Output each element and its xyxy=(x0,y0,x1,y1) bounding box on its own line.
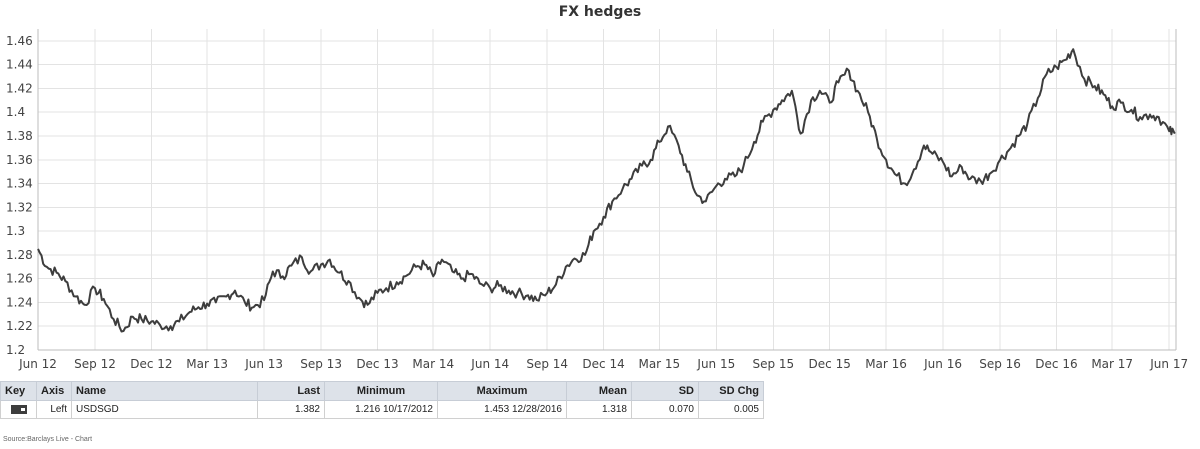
x-tick-label: Mar 15 xyxy=(638,357,680,371)
y-axis-tick-labels: 1.2 1.22 1.24 1.26 1.28 1.3 1.32 1.34 1.36 1.38 1.… xyxy=(6,34,33,357)
x-tick-label: Sep 14 xyxy=(526,357,568,371)
y-tick-label: 1.24 xyxy=(6,295,33,309)
header-axis: Axis xyxy=(36,381,72,401)
x-tick-label: Jun 17 xyxy=(1149,357,1188,371)
y-tick-label: 1.22 xyxy=(6,319,33,333)
x-tick-label: Jun 12 xyxy=(18,357,57,371)
x-tick-label: Dec 13 xyxy=(356,357,398,371)
cell-axis: Left xyxy=(36,400,72,419)
header-sd-chg: SD Chg xyxy=(698,381,764,401)
series-key-swatch xyxy=(0,400,37,419)
source-note: Source:Barclays Live - Chart xyxy=(3,436,93,443)
y-tick-label: 1.26 xyxy=(6,272,33,286)
y-tick-label: 1.32 xyxy=(6,200,33,214)
cell-last: 1.382 xyxy=(257,400,325,419)
x-tick-label: Mar 14 xyxy=(412,357,454,371)
x-tick-label: Mar 16 xyxy=(865,357,907,371)
x-tick-label: Mar 13 xyxy=(186,357,228,371)
x-tick-label: Jun 14 xyxy=(470,357,509,371)
cell-minimum: 1.216 10/17/2012 xyxy=(324,400,438,419)
cell-sd-chg: 0.005 xyxy=(698,400,764,419)
y-tick-label: 1.44 xyxy=(6,58,33,72)
table-row: Left USDSGD 1.382 1.216 10/17/2012 1.453… xyxy=(0,400,764,419)
statistics-header-row: Key Axis Name Last Minimum Maximum Mean … xyxy=(0,381,764,401)
y-tick-label: 1.38 xyxy=(6,129,33,143)
chart-title: FX hedges xyxy=(559,4,642,20)
x-tick-label: Dec 14 xyxy=(582,357,624,371)
y-tick-label: 1.4 xyxy=(6,105,25,119)
y-tick-label: 1.28 xyxy=(6,248,33,262)
y-tick-label: 1.34 xyxy=(6,177,33,191)
header-maximum: Maximum xyxy=(437,381,567,401)
y-tick-label: 1.46 xyxy=(6,34,33,48)
x-tick-label: Jun 16 xyxy=(923,357,962,371)
cell-sd: 0.070 xyxy=(631,400,699,419)
cell-name: USDSGD xyxy=(71,400,258,419)
cell-maximum: 1.453 12/28/2016 xyxy=(437,400,567,419)
header-minimum: Minimum xyxy=(324,381,438,401)
y-tick-label: 1.3 xyxy=(6,224,25,238)
fx-hedges-chart: FX hedges 1.2 1.22 1.24 1.26 1.28 1.3 1.32 1.34… xyxy=(6,4,1188,371)
x-tick-label: Sep 16 xyxy=(979,357,1021,371)
y-tick-label: 1.36 xyxy=(6,153,33,167)
y-tick-label: 1.42 xyxy=(6,81,33,95)
statistics-table: Key Axis Name Last Minimum Maximum Mean … xyxy=(0,381,764,419)
header-name: Name xyxy=(71,381,258,401)
x-tick-label: Jun 13 xyxy=(244,357,283,371)
x-axis-tick-labels: Jun 12 Sep 12 Dec 12 Mar 13 Jun 13 Sep 13 Dec … xyxy=(18,357,1188,371)
x-tick-label: Dec 15 xyxy=(809,357,851,371)
x-tick-label: Sep 12 xyxy=(74,357,116,371)
x-tick-label: Dec 12 xyxy=(130,357,172,371)
x-tick-label: Mar 17 xyxy=(1091,357,1133,371)
header-last: Last xyxy=(257,381,325,401)
header-mean: Mean xyxy=(566,381,632,401)
x-tick-label: Dec 16 xyxy=(1035,357,1077,371)
y-tick-label: 1.2 xyxy=(6,343,25,357)
cell-mean: 1.318 xyxy=(566,400,632,419)
line-series-icon xyxy=(10,404,27,414)
chart-gridlines xyxy=(37,29,1177,351)
series-layer xyxy=(37,48,1176,333)
header-key: Key xyxy=(0,381,37,401)
x-tick-label: Sep 13 xyxy=(300,357,342,371)
series-line-usdsgd xyxy=(37,48,1176,333)
x-tick-label: Sep 15 xyxy=(752,357,794,371)
header-sd: SD xyxy=(631,381,699,401)
x-tick-label: Jun 15 xyxy=(696,357,735,371)
